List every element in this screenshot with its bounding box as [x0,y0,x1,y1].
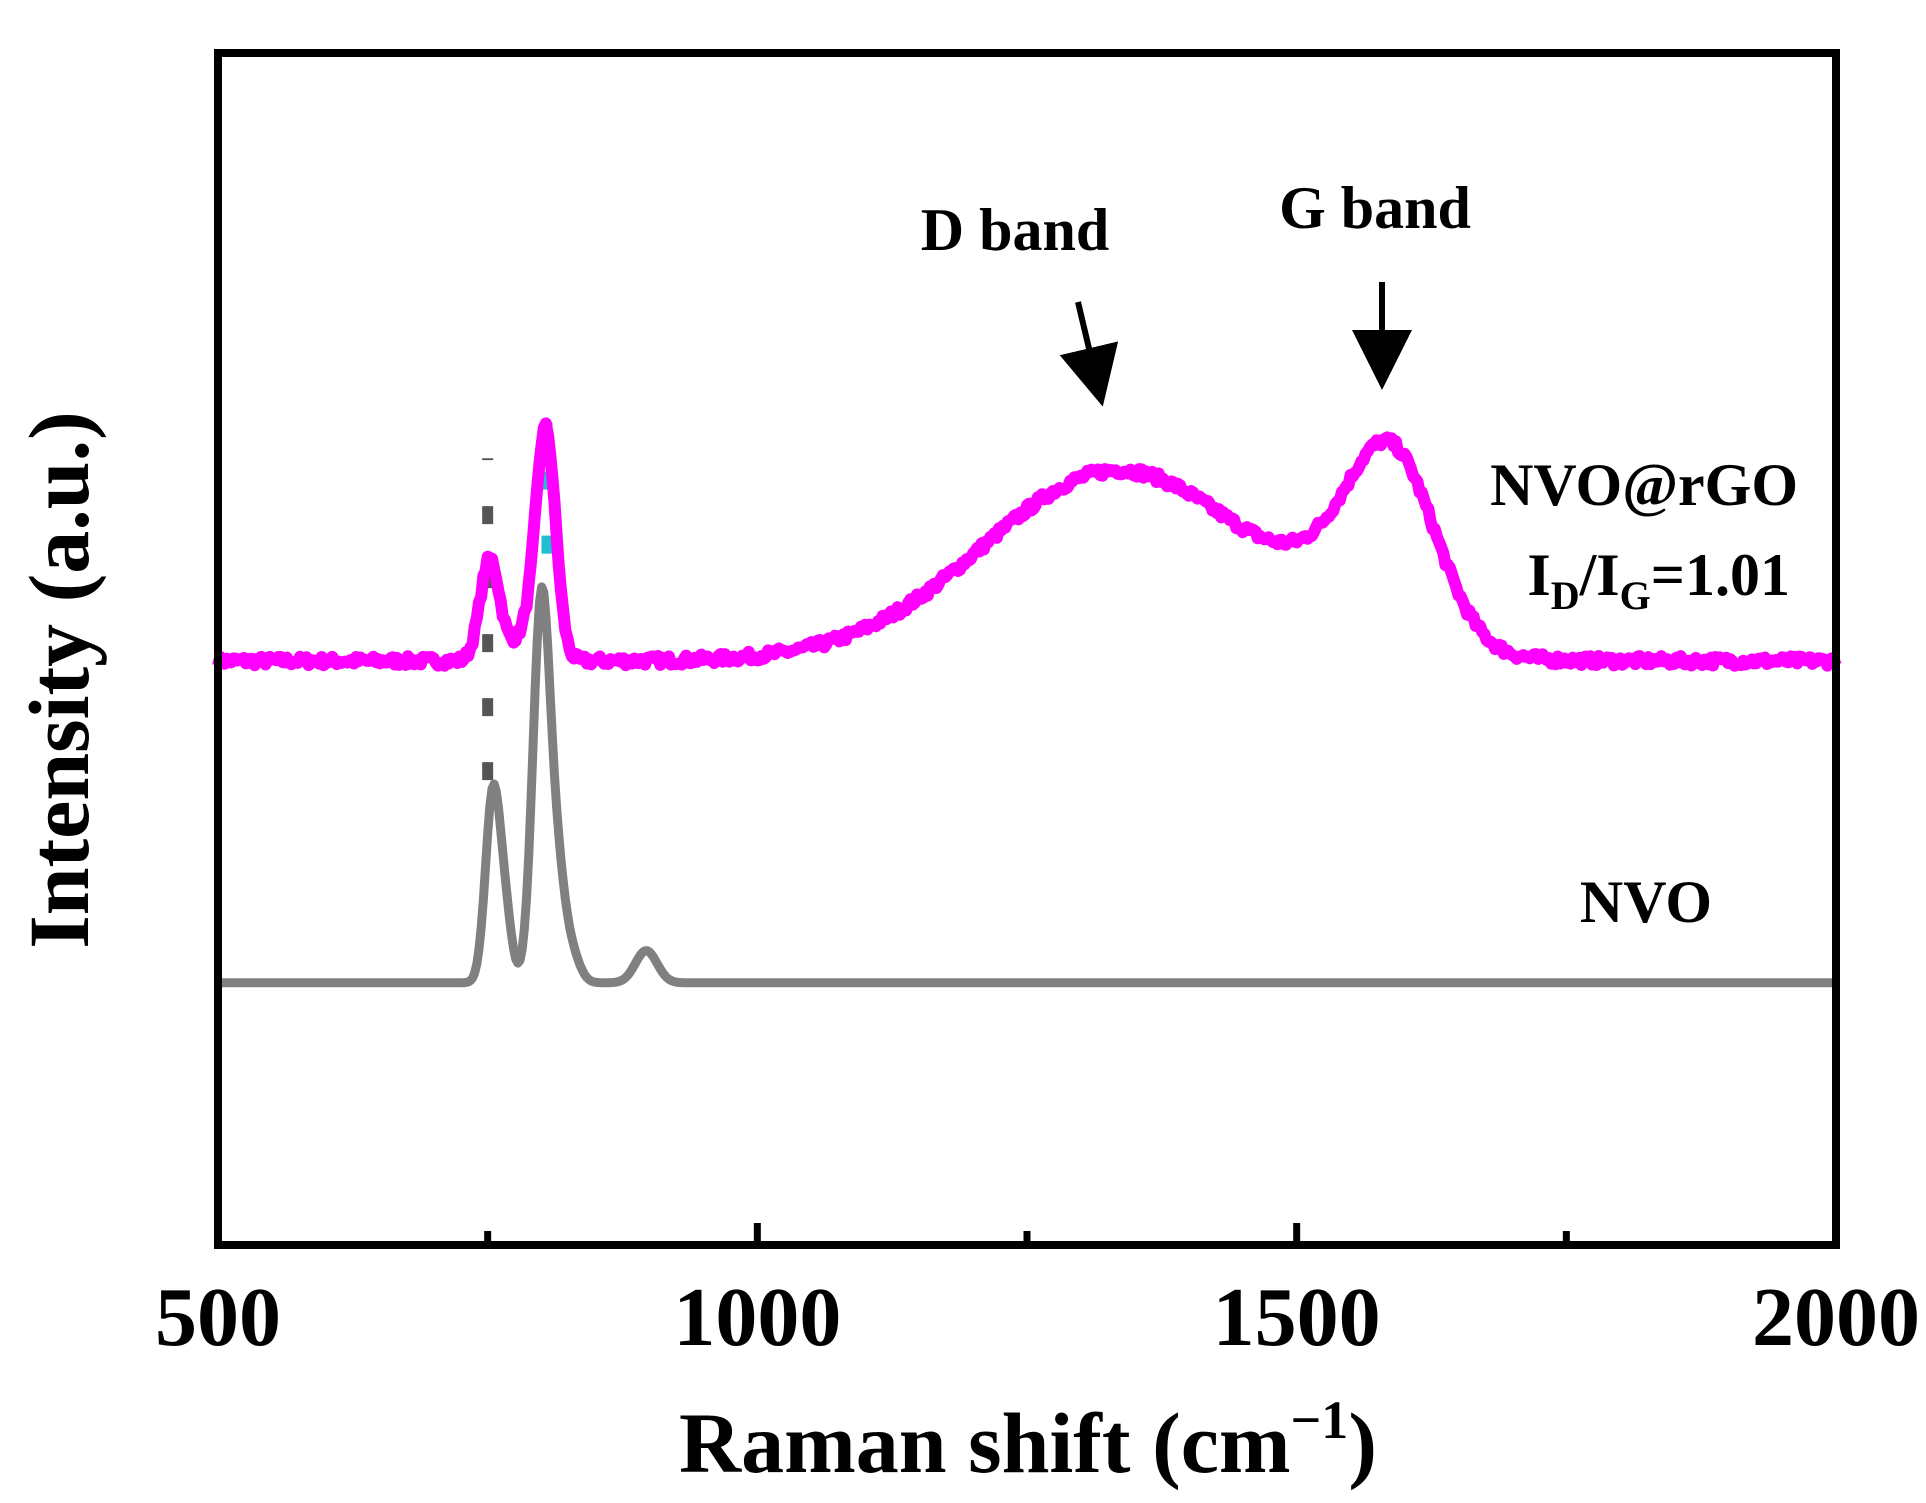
x-axis-tick-labels: 500 1000 1500 2000 [155,1271,1920,1364]
annotations: D band G band [921,175,1471,407]
x-tick-label: 1000 [673,1271,841,1364]
series-label-nvo: NVO [1580,869,1712,935]
d-band-arrow [1059,301,1119,407]
series-label-nvo-rgo: NVO@rGO [1490,452,1798,518]
x-tick-label: 500 [155,1271,281,1364]
ratio-value: =1.01 [1651,542,1790,608]
reference-lines [482,422,553,781]
series-nvo-line [215,582,1839,988]
id-ig-ratio-label: ID/IG=1.01 [1527,542,1790,618]
series-nvo-rgo-line [212,417,1842,672]
ratio-sub-d: D [1551,573,1580,618]
ratio-sub-g: G [1620,573,1651,618]
ratio-slash-i: /I [1579,542,1620,608]
x-tick-label: 2000 [1752,1271,1920,1364]
x-tick-label: 1500 [1213,1271,1381,1364]
x-axis-title-main: Raman shift (cm [679,1395,1291,1491]
ratio-i: I [1527,542,1550,608]
x-axis-title-superscript: −1 [1291,1390,1349,1450]
x-axis-title-close: ) [1348,1395,1377,1491]
x-axis-ticks [214,1223,1840,1245]
d-band-label: D band [921,197,1109,263]
g-band-label: G band [1279,175,1471,241]
y-axis-title: Intensity (a.u.) [11,411,107,949]
series-group [212,417,1842,988]
x-axis-title: Raman shift (cm−1) [679,1390,1377,1491]
